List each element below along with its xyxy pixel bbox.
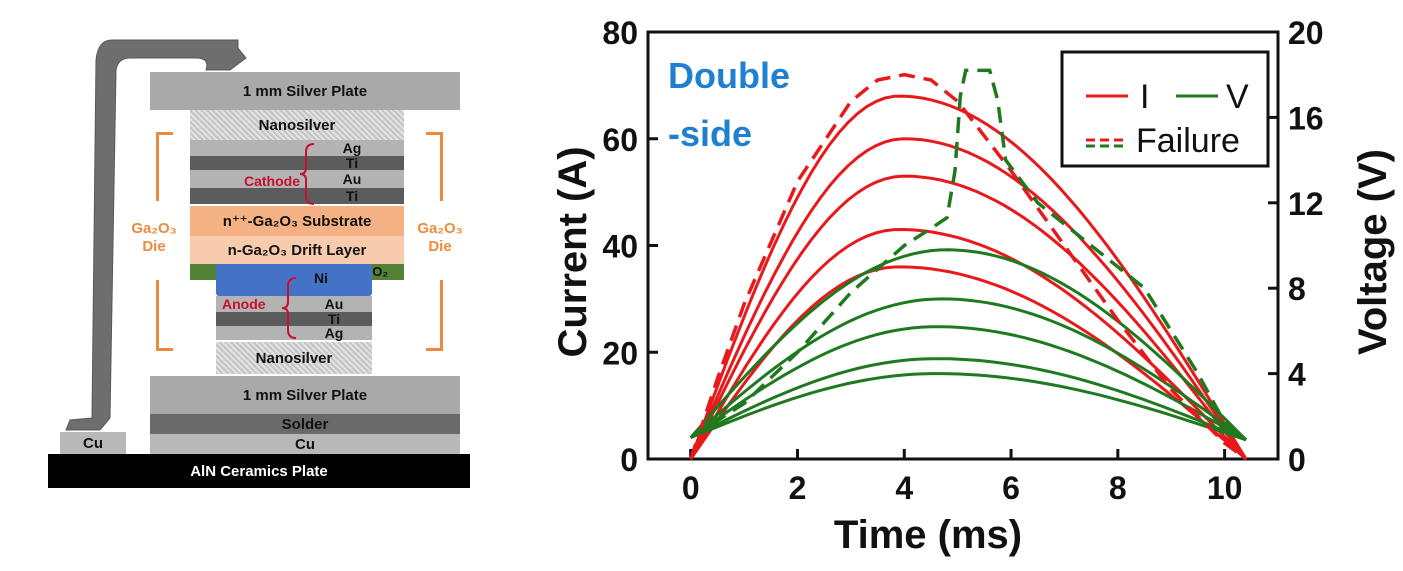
- plot-area: 0 2 4 6 8 10 0 20 40 60 80 0 4 8 12 16 20: [602, 15, 1323, 506]
- voltage-series-line: [690, 372, 1247, 442]
- top-silver-plate: 1 mm Silver Plate: [150, 72, 460, 110]
- legend-current-label: I: [1140, 78, 1149, 116]
- annotation-line-1: Double: [668, 55, 790, 96]
- die-label-right: Ga₂O₃ Die: [410, 220, 470, 256]
- current-series-line: [689, 137, 1248, 460]
- cathode-ti-2-label: Ti: [345, 188, 359, 204]
- die-bracket-left-bottom: [156, 280, 173, 351]
- anode-au-label: Au: [324, 296, 344, 312]
- legend-box: [1060, 50, 1270, 168]
- legend-voltage-label: V: [1226, 78, 1249, 116]
- die-label-left-line1: Ga₂O₃: [131, 220, 177, 237]
- x-tick-label: 10: [1207, 470, 1243, 506]
- die-label-left: Ga₂O₃ Die: [124, 220, 184, 256]
- anode-label: Anode: [222, 296, 266, 312]
- die-label-right-line1: Ga₂O₃: [417, 220, 463, 237]
- current-series-line: [689, 227, 1248, 461]
- cu-pad: Cu: [60, 432, 126, 454]
- y-tick-label: 40: [602, 229, 638, 265]
- voltage-series-line: [689, 248, 1248, 441]
- nanosilver-top: Nanosilver: [190, 110, 404, 140]
- anode-au: Au: [216, 296, 372, 312]
- cathode-label: Cathode: [244, 173, 300, 189]
- cathode-au: Au: [190, 170, 404, 188]
- y2-tick-label: 16: [1288, 100, 1324, 136]
- wire-ribbon: [65, 39, 247, 431]
- die-bracket-right-top: [426, 132, 443, 201]
- x-axis-label: Time (ms): [834, 513, 1022, 557]
- y2-tick-label: 4: [1288, 357, 1306, 393]
- x-tick-label: 4: [895, 470, 913, 506]
- x-tick-label: 6: [1002, 470, 1020, 506]
- voltage-series-line: [690, 357, 1247, 442]
- x-tick-label: 2: [789, 470, 807, 506]
- x-tick-label: 8: [1109, 470, 1127, 506]
- y-tick-label: 80: [602, 15, 638, 51]
- cathode-ag-label: Ag: [342, 140, 362, 156]
- anode-ni-label: Ni: [314, 270, 328, 286]
- legend-failure-label: Failure: [1136, 122, 1240, 160]
- legend: I V Failure: [1060, 50, 1270, 168]
- cathode-ti-2: Ti: [190, 188, 404, 204]
- package-diagram: 1 mm Silver Plate Nanosilver Ag Ti Au Ti…: [0, 0, 480, 571]
- x-tick-label: 0: [682, 470, 700, 506]
- die-bracket-right-bottom: [426, 280, 443, 351]
- cathode-ti-1: Ti: [190, 155, 404, 171]
- y-axis-label: Current (A): [551, 146, 595, 357]
- y2-tick-label: 20: [1288, 15, 1324, 51]
- anode-ti: Ti: [216, 311, 372, 327]
- anode-brace-icon: [281, 277, 297, 339]
- die-label-right-line2: Die: [428, 238, 452, 255]
- iv-chart: Current (A) Voltage (V) Time (ms) Double…: [551, 15, 1395, 557]
- failure-voltage-line: [689, 68, 1248, 442]
- aln-ceramics-plate: AlN Ceramics Plate: [48, 454, 470, 488]
- voltage-series-line: [689, 325, 1247, 442]
- anode-ag: Ag: [216, 325, 372, 341]
- y2-tick-label: 8: [1288, 271, 1306, 307]
- die-bracket-left-top: [156, 132, 173, 201]
- cathode-ti-1-label: Ti: [345, 155, 359, 171]
- annotation-line-2: -side: [668, 113, 752, 154]
- y-tick-label: 60: [602, 122, 638, 158]
- die-label-left-line2: Die: [142, 238, 166, 255]
- current-series-line: [689, 174, 1248, 460]
- anode-ni: [216, 264, 372, 296]
- y2-axis-label: Voltage (V): [1351, 149, 1395, 355]
- cathode-au-label: Au: [342, 171, 362, 187]
- ga2o3-drift-layer: n-Ga₂O₃ Drift Layer: [190, 236, 404, 264]
- bottom-silver-plate: 1 mm Silver Plate: [150, 376, 460, 414]
- cathode-ag: Ag: [190, 140, 404, 156]
- y2-tick-label: 12: [1288, 186, 1324, 222]
- y-tick-label: 20: [602, 335, 638, 371]
- anode-ti-label: Ti: [327, 311, 341, 327]
- cathode-brace-icon: [299, 143, 315, 205]
- solder-layer: Solder: [150, 414, 460, 434]
- anode-ag-label: Ag: [324, 325, 344, 341]
- cu-layer: Cu: [150, 434, 460, 454]
- nanosilver-bottom: Nanosilver: [216, 342, 372, 374]
- ga2o3-substrate: n⁺⁺-Ga₂O₃ Substrate: [190, 206, 404, 236]
- voltage-series-line: [689, 297, 1247, 442]
- y2-tick-label: 0: [1288, 442, 1306, 478]
- failure-current-line: [689, 72, 1248, 461]
- y-tick-label: 0: [620, 442, 638, 478]
